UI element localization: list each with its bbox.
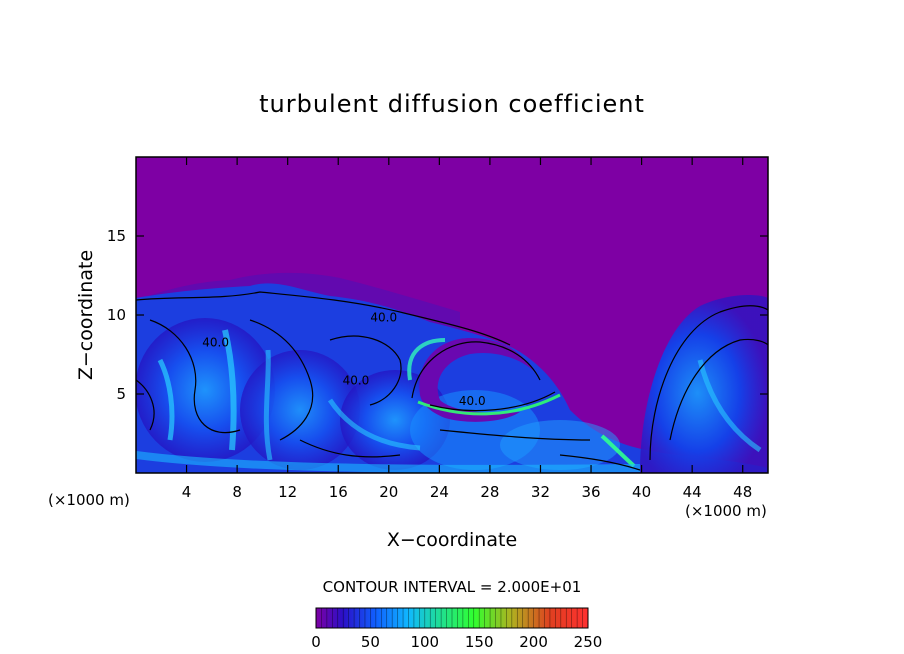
contour-interval-text: CONTOUR INTERVAL = 2.000E+01 — [323, 578, 582, 596]
y-tick-label: 10 — [107, 306, 126, 324]
chart-title: turbulent diffusion coefficient — [259, 90, 645, 118]
x-tick-label: 40 — [632, 483, 651, 501]
contour-labels: 40.0 40.0 40.0 40.0 — [202, 310, 485, 408]
contour-label: 40.0 — [459, 394, 486, 408]
contour-label: 40.0 — [202, 336, 229, 350]
y-axis-label: Z−coordinate — [75, 250, 97, 380]
colorbar-tick-label: 50 — [361, 633, 380, 651]
colorbar-tick-label: 250 — [574, 633, 603, 651]
colorbar: 0 50 100 150 200 250 — [311, 607, 603, 651]
y-tick-label: 15 — [107, 227, 126, 245]
colorbar-tick-label: 100 — [410, 633, 439, 651]
x-tick-label: 4 — [182, 483, 192, 501]
x-tick-label: 12 — [278, 483, 297, 501]
x-tick-label: 32 — [531, 483, 550, 501]
y-axis: 5 10 15 — [107, 227, 768, 403]
heatmap-field — [136, 272, 768, 473]
x-axis: 4 8 12 16 20 24 28 32 36 40 44 48 — [182, 157, 752, 501]
x-tick-label: 8 — [232, 483, 242, 501]
colorbar-tick-label: 0 — [311, 633, 321, 651]
contour-label: 40.0 — [370, 310, 397, 324]
colorbar-tick-label: 150 — [465, 633, 494, 651]
x-unit-left: (×1000 m) — [48, 491, 130, 509]
x-tick-label: 16 — [329, 483, 348, 501]
colorbar-tick-label: 200 — [519, 633, 548, 651]
y-tick-label: 5 — [116, 385, 126, 403]
contour-label: 40.0 — [343, 374, 370, 388]
x-tick-label: 44 — [683, 483, 702, 501]
x-tick-label: 20 — [379, 483, 398, 501]
x-tick-label: 24 — [430, 483, 449, 501]
x-unit-right: (×1000 m) — [685, 502, 767, 520]
x-tick-label: 48 — [733, 483, 752, 501]
x-tick-label: 28 — [480, 483, 499, 501]
x-tick-label: 36 — [581, 483, 600, 501]
x-axis-label: X−coordinate — [387, 529, 517, 551]
